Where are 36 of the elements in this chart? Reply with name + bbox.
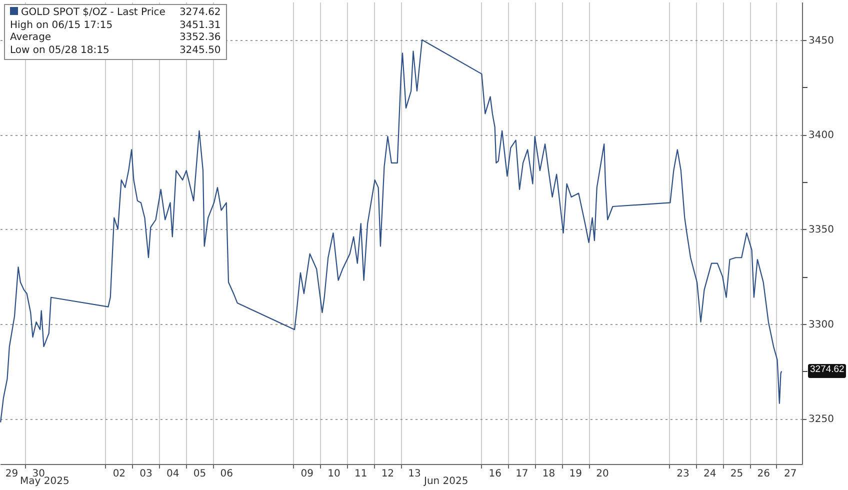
x-tick-label: 11 xyxy=(354,468,368,480)
y-tick-label: 3350 xyxy=(808,224,834,236)
annotation: 3352.36 xyxy=(179,32,221,44)
y-tick-label: 3400 xyxy=(808,130,834,142)
y-tick-label: 3450 xyxy=(808,35,834,46)
text: 3274.62 xyxy=(808,364,846,378)
x-tick-label: 12 xyxy=(381,468,394,480)
x-tick-label: 02 xyxy=(112,468,126,480)
x-tick-label: 26 xyxy=(757,468,770,480)
y-tick-label: 3300 xyxy=(808,319,834,330)
x-tick-label: 06 xyxy=(220,468,233,480)
x-tick-label: 04 xyxy=(166,468,180,480)
y-tick-label: 3250 xyxy=(808,414,834,426)
x-tick-label: 03 xyxy=(140,468,152,480)
x-tick-label: 13 xyxy=(408,468,421,480)
annotation: High on 06/15 17:15 xyxy=(10,20,113,32)
annotation: 3451.31 xyxy=(179,20,221,32)
x-tick-label: 19 xyxy=(569,468,582,480)
x-tick-label: 25 xyxy=(730,468,744,480)
legend-label: GOLD SPOT $/OZ - Last Price xyxy=(20,7,166,20)
x-tick-label: 29 xyxy=(5,468,18,480)
x-tick-label: 10 xyxy=(328,468,340,480)
x-tick-label: 17 xyxy=(516,468,528,480)
x-tick-label: 20 xyxy=(596,468,609,480)
annotation: Low on 05/28 18:15 xyxy=(10,44,110,57)
x-tick-label: 27 xyxy=(784,468,797,480)
x-tick-label: 18 xyxy=(542,468,556,480)
annotation: 3274.62 xyxy=(179,7,221,20)
text: Jun 2025 xyxy=(424,476,468,487)
x-tick-label: 05 xyxy=(193,468,206,480)
x-tick-label: 24 xyxy=(704,468,716,480)
x-tick-label: 16 xyxy=(488,468,502,480)
x-tick-label: 09 xyxy=(300,468,314,480)
annotation: Average xyxy=(10,32,52,44)
annotation: 3245.50 xyxy=(179,44,221,57)
x-tick-label: 23 xyxy=(676,468,690,480)
